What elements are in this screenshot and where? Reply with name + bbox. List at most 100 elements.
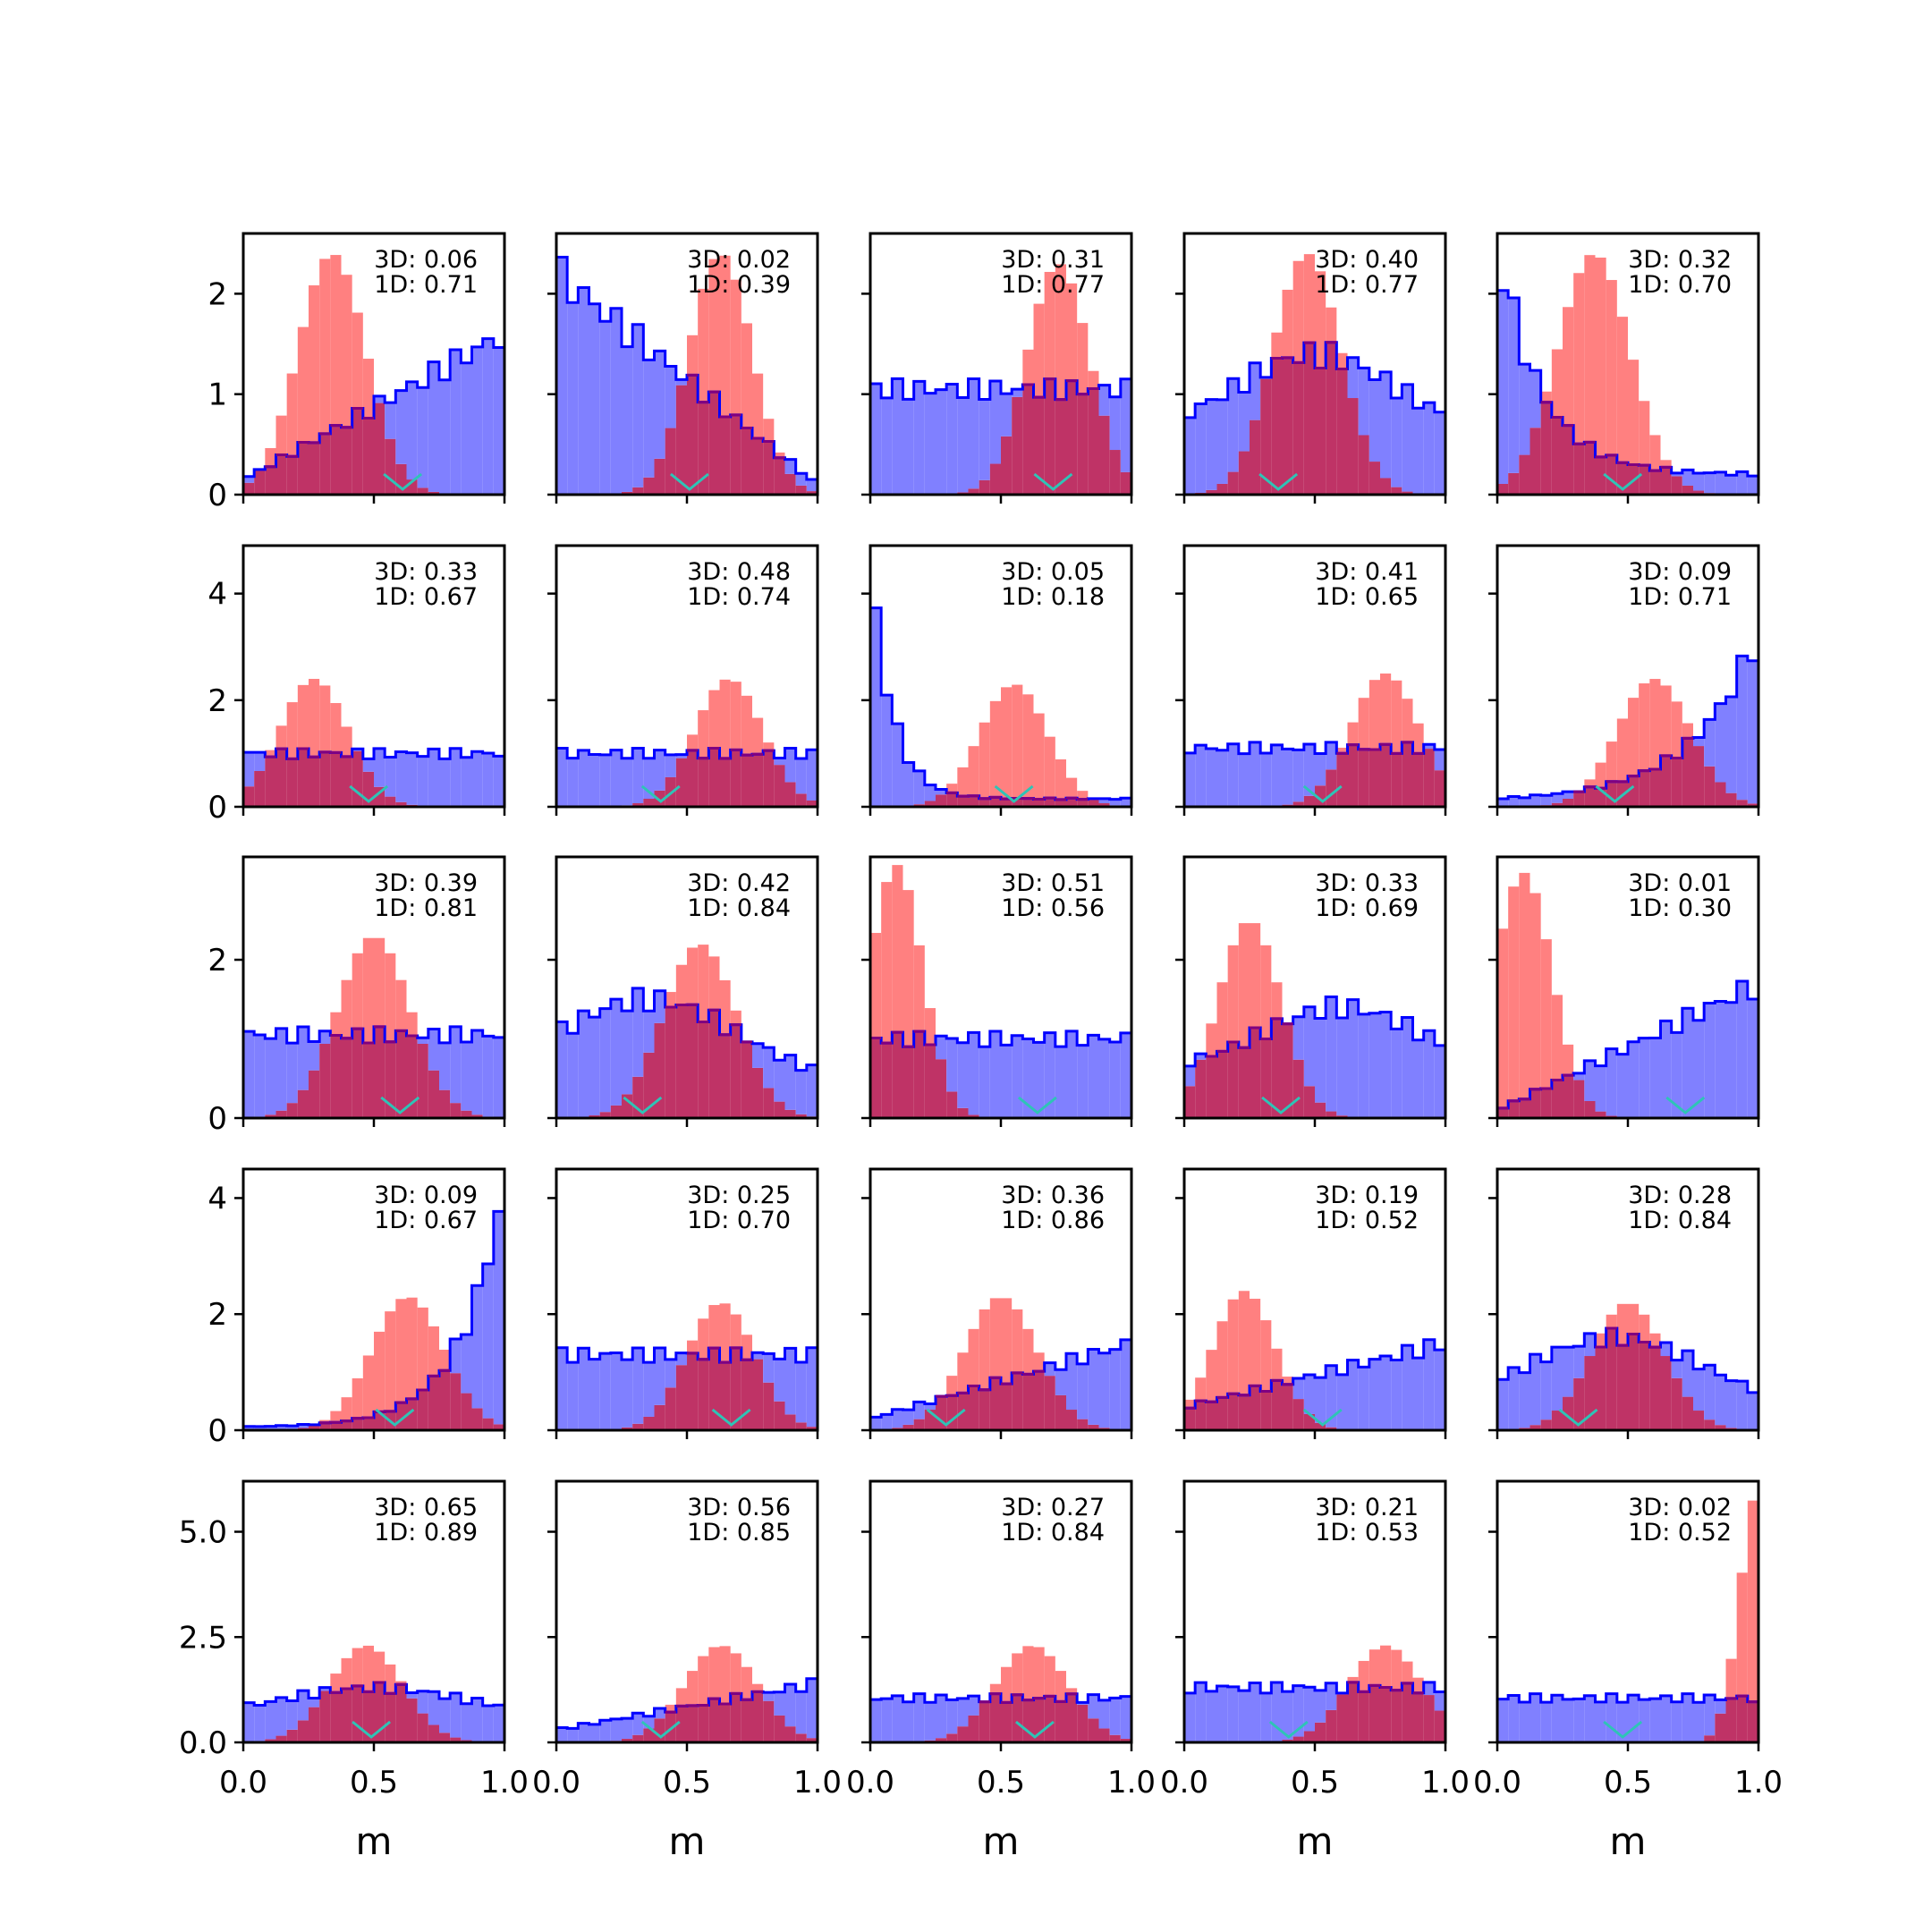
overlap-bar — [1347, 1682, 1359, 1742]
red-bar — [1412, 1677, 1424, 1693]
blue-bar — [774, 1359, 785, 1402]
overlap-bar — [730, 1347, 741, 1430]
blue-bar — [610, 999, 622, 1106]
red-bar — [989, 1683, 1001, 1694]
blue-bar — [881, 1414, 893, 1429]
blue-bar — [1551, 1347, 1563, 1411]
blue-bar — [461, 757, 472, 807]
red-bar — [1206, 1023, 1217, 1057]
overlap-bar — [979, 798, 990, 807]
blue-bar — [1088, 1035, 1099, 1118]
overlap-bar — [341, 756, 352, 807]
blue-bar — [1238, 392, 1250, 452]
blue-bar — [665, 1359, 676, 1388]
blue-bar — [254, 1705, 266, 1741]
blue-bar — [243, 1031, 255, 1118]
blue-bar — [968, 1032, 979, 1115]
label-1d: 1D: 0.86 — [1001, 1207, 1105, 1234]
overlap-bar — [1682, 1396, 1693, 1430]
blue-bar — [632, 748, 644, 803]
x-axis-label: m — [669, 1819, 706, 1863]
label-1d: 1D: 0.56 — [1001, 894, 1105, 922]
overlap-step-outline — [687, 373, 785, 460]
overlap-bar — [1238, 1394, 1250, 1430]
red-bar — [319, 1419, 331, 1423]
overlap-bar — [622, 1738, 633, 1742]
overlap-bar — [428, 1724, 439, 1742]
overlap-bar — [795, 1114, 807, 1118]
cyan-marker — [1302, 784, 1343, 803]
blue-bar — [654, 990, 665, 1023]
blue-bar — [589, 1359, 600, 1430]
red-bar — [1682, 723, 1693, 739]
red-bar — [989, 700, 1001, 798]
blue-bar — [1693, 1020, 1705, 1118]
overlap-bar — [1326, 1111, 1337, 1118]
y-tick-label: 2 — [208, 1297, 227, 1333]
overlap-bar — [1292, 1399, 1304, 1430]
overlap-bar — [698, 1359, 709, 1430]
overlap-bar — [730, 1693, 741, 1742]
red-bar — [741, 1666, 752, 1700]
blue-bar — [1098, 1352, 1110, 1428]
red-bar — [1184, 1399, 1196, 1409]
overlap-bar — [1530, 1425, 1541, 1430]
blue-bar — [461, 1703, 472, 1741]
blue-bar — [1206, 749, 1217, 807]
overlap-bar — [1195, 1401, 1207, 1430]
overlap-bar — [1260, 1038, 1272, 1118]
x-axis-label: m — [1610, 1819, 1647, 1863]
blue-bar — [599, 1353, 611, 1430]
blue-bar — [428, 749, 439, 807]
blue-bar — [1736, 980, 1748, 1118]
red-bar — [330, 1674, 342, 1693]
overlap-bar — [989, 1693, 1001, 1742]
red-bar — [297, 326, 309, 443]
overlap-bar — [1120, 1738, 1131, 1742]
overlap-bar — [1358, 749, 1369, 807]
blue-bar — [1120, 378, 1131, 472]
red-bar — [309, 285, 320, 443]
overlap-bar — [417, 1390, 428, 1430]
overlap-step-outline — [330, 1681, 407, 1695]
cyan-marker — [375, 1408, 415, 1427]
overlap-bar — [1347, 744, 1359, 807]
overlap-bar — [362, 1042, 374, 1118]
overlap-bar — [774, 1101, 785, 1118]
blue-bar — [1725, 1002, 1737, 1118]
red-bar — [1336, 747, 1348, 754]
red-bar — [1271, 982, 1283, 1019]
red-bar — [708, 956, 720, 1011]
red-bar — [286, 702, 298, 759]
overlap-bar — [319, 1422, 331, 1430]
red-bar — [1358, 1660, 1369, 1692]
overlap-bar — [1326, 1709, 1337, 1742]
blue-bar — [1628, 1695, 1640, 1742]
overlap-bar — [1616, 1345, 1628, 1430]
overlap-bar — [1271, 1018, 1283, 1118]
blue-bar — [275, 1028, 287, 1111]
blue-bar — [482, 752, 494, 807]
overlap-bar — [1660, 1356, 1672, 1430]
blue-bar — [1584, 1333, 1596, 1357]
x-tick-label: 1.0 — [480, 1765, 529, 1801]
blue-bar — [1540, 1361, 1552, 1420]
overlap-bar — [275, 749, 287, 807]
blue-bar — [1368, 1013, 1380, 1118]
overlap-bar — [936, 794, 947, 807]
blue-bar — [643, 1011, 655, 1053]
blue-bar — [610, 1352, 622, 1429]
overlap-bar — [275, 1110, 287, 1118]
red-bar — [1391, 1649, 1402, 1690]
blue-bar — [1066, 1353, 1078, 1411]
overlap-bar — [309, 442, 320, 495]
blue-bar — [1725, 1380, 1737, 1428]
overlap-bar — [1066, 380, 1078, 495]
overlap-bar — [675, 1706, 687, 1742]
overlap-step-outline — [687, 1346, 752, 1364]
overlap-bar — [730, 1024, 741, 1118]
blue-bar — [1109, 1349, 1121, 1429]
overlap-bar — [1497, 483, 1509, 495]
